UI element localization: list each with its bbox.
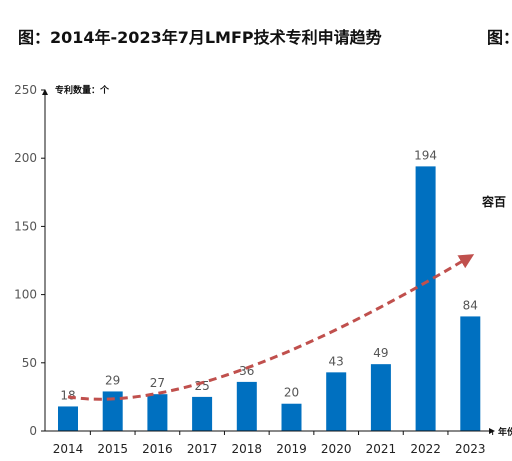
y-axis-title: 专利数量：个 [55,84,110,96]
bar-2016 [147,394,168,431]
x-tick-label-2022: 2022 [410,442,441,456]
bar-2014 [58,406,78,431]
data-label-2022: 194 [414,148,437,162]
y-tick-label: 250 [14,83,37,97]
data-label-2014: 18 [60,388,75,402]
x-tick-label-2021: 2021 [366,442,397,456]
y-tick-label: 200 [14,151,37,165]
x-tick-label-2018: 2018 [232,442,263,456]
bar-2015 [102,391,123,431]
x-tick-label-2020: 2020 [321,442,352,456]
data-label-2016: 27 [150,376,165,390]
x-axis-title: 年份 [498,426,512,438]
data-label-2015: 29 [105,373,120,387]
bar-2021 [370,364,391,431]
x-tick-label-2023: 2023 [455,442,486,456]
bar-2019 [281,403,302,431]
x-tick-label-2019: 2019 [276,442,307,456]
bar-2017 [192,396,213,431]
chart-title: 图：2014年-2023年7月LMFP技术专利申请趋势 [18,28,382,47]
data-label-2020: 43 [329,354,344,368]
data-label-2019: 20 [284,386,299,400]
bar-2022 [415,166,436,431]
y-tick-label: 150 [14,219,37,233]
x-tick-label-2016: 2016 [142,442,173,456]
bar-2023 [460,316,481,431]
side-company-label: 容百 [482,195,507,209]
data-label-2023: 84 [463,298,478,312]
x-tick-label-2017: 2017 [187,442,218,456]
trend-curve [67,254,475,401]
y-tick-label: 0 [29,424,37,438]
bar-2020 [326,372,347,431]
x-tick-label-2015: 2015 [97,442,128,456]
data-label-2017: 25 [194,379,209,393]
second-chart-title-fragment: 图： [487,28,512,47]
y-tick-label: 50 [22,356,37,370]
x-tick-label-2014: 2014 [53,442,84,456]
bar-2018 [236,381,257,431]
y-tick-label: 100 [14,288,37,302]
data-label-2021: 49 [373,346,388,360]
